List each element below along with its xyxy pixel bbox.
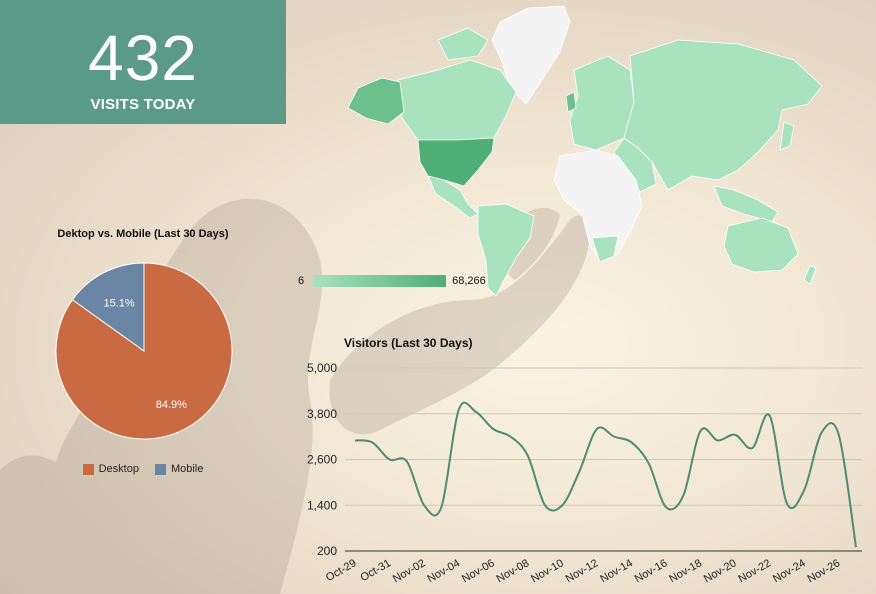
legend-label-desktop: Desktop — [98, 463, 139, 475]
x-tick-label: Nov-18 — [667, 557, 704, 585]
map-region-middle-east[interactable] — [613, 137, 657, 193]
map-region-south-africa[interactable] — [591, 235, 619, 263]
x-tick-label: Nov-26 — [806, 557, 843, 585]
x-tick-label: Nov-22 — [736, 557, 773, 585]
x-tick-label: Nov-16 — [633, 557, 670, 585]
map-region-south-america[interactable] — [477, 203, 535, 297]
pie-label-mobile: 15.1% — [103, 297, 134, 309]
map-region-africa[interactable] — [553, 149, 643, 263]
x-tick-label: Nov-06 — [460, 557, 497, 585]
y-tick-label: 1,400 — [307, 498, 337, 512]
x-tick-label: Nov-08 — [495, 557, 532, 585]
x-tick-label: Oct-31 — [358, 557, 393, 584]
x-tick-label: Nov-02 — [391, 557, 428, 585]
legend-swatch-desktop — [82, 463, 94, 475]
map-scale-max: 68,266 — [452, 275, 486, 287]
pie-label-desktop: 84.9% — [156, 399, 187, 411]
map-region-japan[interactable] — [779, 121, 795, 151]
x-tick-label: Nov-04 — [425, 557, 462, 585]
world-visitors-map — [347, 5, 823, 297]
map-region-alaska[interactable] — [347, 77, 405, 125]
map-region-uk[interactable] — [565, 91, 577, 113]
pie-legend: Desktop Mobile — [0, 463, 286, 475]
y-tick-label: 2,600 — [307, 453, 337, 467]
map-region-usa[interactable] — [417, 137, 495, 187]
map-scale-gradient — [313, 275, 447, 287]
x-tick-label: Nov-14 — [598, 557, 635, 585]
y-tick-label: 3,800 — [307, 407, 337, 421]
visits-today-caption: VISITS TODAY — [90, 96, 196, 113]
device-pie-chart: 84.9% 15.1% — [55, 262, 233, 440]
x-tick-label: Oct-29 — [324, 557, 359, 584]
map-region-new-zealand[interactable] — [803, 265, 817, 285]
map-region-canada[interactable] — [397, 59, 517, 141]
map-region-australia[interactable] — [723, 217, 799, 273]
visitors-series-line[interactable] — [354, 401, 857, 548]
legend-swatch-mobile — [154, 463, 166, 475]
visits-today-tile: 432 VISITS TODAY — [0, 0, 286, 124]
visits-today-value: 432 — [88, 22, 198, 94]
x-tick-label: Nov-20 — [702, 557, 739, 585]
map-region-southeast-asia[interactable] — [713, 185, 779, 223]
legend-item-mobile[interactable]: Mobile — [154, 463, 204, 475]
y-tick-label: 200 — [317, 544, 337, 558]
map-scale-min: 6 — [298, 275, 305, 287]
pie-slice-mobile[interactable] — [71, 262, 145, 352]
map-region-greenland[interactable] — [491, 5, 571, 105]
x-tick-label: Nov-24 — [771, 557, 808, 585]
x-tick-label: Nov-10 — [529, 557, 566, 585]
map-region-arctic-islands[interactable] — [437, 27, 489, 61]
map-color-scale: 6 68,266 — [298, 275, 486, 287]
line-chart-title: Visitors (Last 30 Days) — [344, 336, 473, 350]
pie-chart-title: Dektop vs. Mobile (Last 30 Days) — [57, 228, 229, 240]
x-tick-label: Nov-12 — [564, 557, 601, 585]
legend-item-desktop[interactable]: Desktop — [82, 463, 139, 475]
y-tick-label: 5,000 — [307, 361, 337, 375]
legend-label-mobile: Mobile — [170, 463, 204, 475]
